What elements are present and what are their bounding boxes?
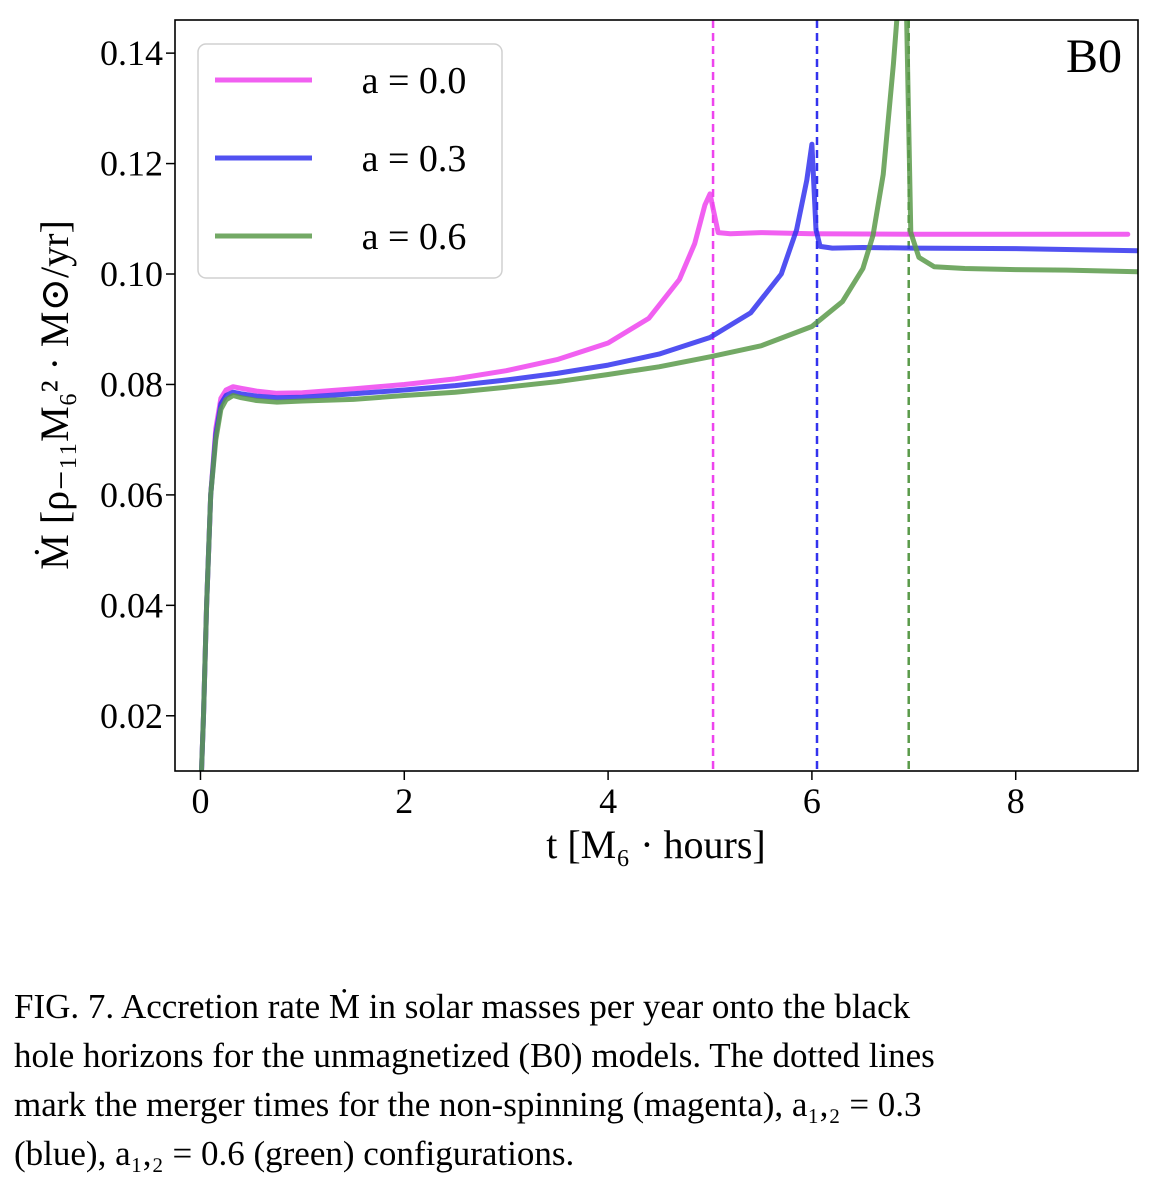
x-tick-label: 0 — [191, 781, 209, 821]
x-tick-label: 4 — [599, 781, 617, 821]
x-tick-label: 2 — [395, 781, 413, 821]
y-tick-label: 0.14 — [100, 33, 163, 73]
y-tick-label: 0.04 — [100, 585, 163, 625]
caption-line-1: FIG. 7. Accretion rate Ṁ in solar masses… — [14, 987, 911, 1026]
legend-label: a = 0.6 — [362, 216, 467, 258]
plot-frame — [174, 19, 1139, 772]
y-tick-label: 0.12 — [100, 144, 163, 184]
y-tick-label: 0.10 — [100, 254, 163, 294]
caption-line-3: mark the merger times for the non-spinni… — [14, 1085, 922, 1124]
y-axis-ticks: 0.02 0.04 0.06 0.08 0.10 0.12 0.14 — [100, 33, 175, 736]
caption-line-2: hole horizons for the unmagnetized (B0) … — [14, 1036, 935, 1075]
series-line — [198, 191, 1131, 771]
accretion-rate-chart: 0 2 4 6 8 0.02 0.04 0.06 0.08 0.10 0.12 0.14 t [M₆… — [32, 19, 1139, 867]
figure-caption: FIG. 7. Accretion rate Ṁ in solar masses… — [14, 982, 1154, 1178]
x-tick-label: 6 — [803, 781, 821, 821]
y-tick-label: 0.06 — [100, 475, 163, 515]
series-line — [198, 141, 1138, 771]
merger-lines — [711, 20, 910, 771]
panel-label: B0 — [1066, 30, 1122, 83]
legend-label: a = 0.3 — [362, 138, 467, 180]
y-axis-label: Ṁ [ρ₋₁₁M₆² · M⊙/yr] — [32, 220, 77, 570]
x-axis-ticks: 0 2 4 6 8 — [191, 771, 1025, 821]
legend: a = 0.0 a = 0.3 a = 0.6 — [197, 43, 503, 279]
series-lines — [198, 20, 1138, 771]
x-tick-label: 8 — [1007, 781, 1025, 821]
legend-label: a = 0.0 — [362, 60, 467, 102]
y-tick-label: 0.02 — [100, 696, 163, 736]
caption-line-4: (blue), a₁,₂ = 0.6 (green) configuration… — [14, 1134, 575, 1173]
x-axis-label: t [M₆ · hours] — [546, 822, 765, 867]
series-line — [198, 20, 1138, 771]
y-tick-label: 0.08 — [100, 364, 163, 404]
legend-box — [197, 43, 503, 279]
